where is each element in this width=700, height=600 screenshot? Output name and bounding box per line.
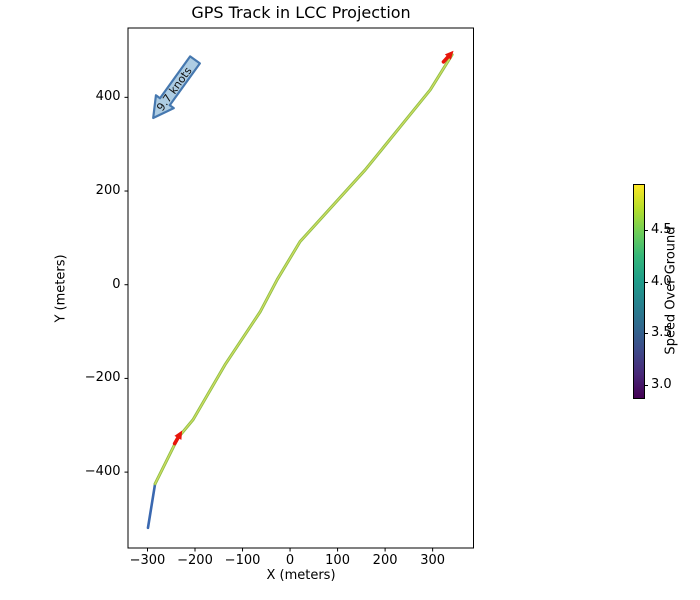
y-tick-label: −200 xyxy=(84,370,121,386)
x-axis-label: X (meters) xyxy=(266,568,336,583)
x-tick-label: −100 xyxy=(224,553,261,568)
gps-track-line xyxy=(153,53,454,486)
x-tick-label: 200 xyxy=(372,553,398,568)
direction-marker-shaft xyxy=(441,54,451,64)
colorbar-label: Speed Over Ground xyxy=(663,226,679,355)
chart-title: GPS Track in LCC Projection xyxy=(191,3,411,22)
colorbar-tick-mark xyxy=(644,384,648,386)
y-tick-label: 0 xyxy=(112,276,121,292)
direction-marker-head xyxy=(174,430,183,440)
direction-marker-shaft xyxy=(172,435,181,446)
x-tick-label: −300 xyxy=(129,553,166,568)
colorbar-tick-mark xyxy=(644,230,648,232)
plot-border xyxy=(127,27,474,549)
colorbar-tick-label: 3.0 xyxy=(651,376,672,392)
annotation-speed-label: 9.7 knots xyxy=(154,64,195,113)
colorbar-tick-mark xyxy=(644,333,648,335)
colorbar-gradient xyxy=(633,184,645,399)
gps-track-line-core xyxy=(154,54,453,485)
x-tick-label: 300 xyxy=(420,553,446,568)
colorbar-tick-label: 4.5 xyxy=(651,222,672,238)
gps-track-low-speed-segment xyxy=(146,482,157,530)
colorbar-tick-mark xyxy=(644,281,648,283)
x-tick-label: 100 xyxy=(325,553,350,568)
colorbar-tick-label: 3.5 xyxy=(651,325,672,341)
plot-generated-layer xyxy=(124,27,474,552)
direction-marker-head xyxy=(444,50,454,60)
y-tick-label: 200 xyxy=(95,183,121,199)
y-tick-label: 400 xyxy=(95,89,121,105)
x-tick-label: −200 xyxy=(177,553,213,568)
x-tick-label: 0 xyxy=(285,553,295,568)
colorbar-tick-label: 4.0 xyxy=(651,273,672,289)
y-tick-label: −400 xyxy=(84,464,121,480)
direction-marker-arrow xyxy=(172,430,183,446)
annotation-arrow xyxy=(152,55,201,120)
direction-marker-arrow xyxy=(441,50,454,64)
